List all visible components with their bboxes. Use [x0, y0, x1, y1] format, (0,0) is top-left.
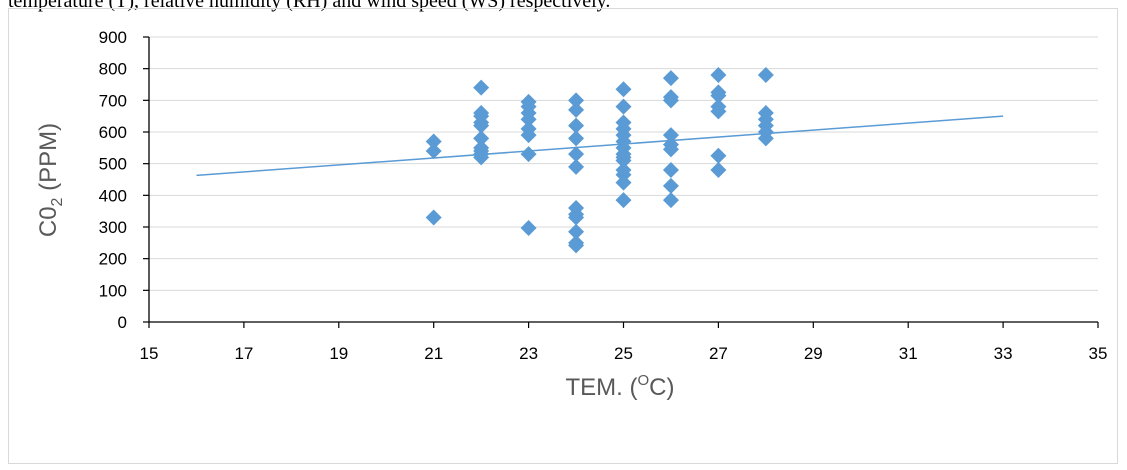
y-tick-label: 900	[99, 28, 127, 47]
x-axis-title-unit: C)	[649, 374, 674, 401]
data-point	[662, 192, 679, 209]
data-point	[757, 130, 774, 147]
data-point	[425, 209, 442, 226]
caption-text: temperature (T), relative humidity (RH) …	[8, 0, 611, 12]
data-point	[568, 209, 585, 226]
data-point	[520, 219, 537, 236]
data-point	[473, 79, 490, 96]
data-point	[710, 147, 727, 164]
x-tick-label: 27	[709, 344, 728, 363]
y-tick-label: 100	[99, 281, 127, 300]
data-point	[615, 98, 632, 115]
data-point	[662, 127, 679, 144]
y-tick-label: 500	[99, 155, 127, 174]
y-axis-title-unit: (PPM)	[35, 123, 62, 198]
y-tick-label: 600	[99, 123, 127, 142]
y-axis-title-subscript: 2	[49, 197, 66, 206]
data-point	[473, 130, 490, 147]
y-tick-label: 400	[99, 186, 127, 205]
x-tick-label: 25	[614, 344, 633, 363]
x-tick-label: 15	[140, 344, 159, 363]
data-point	[520, 127, 537, 144]
data-point	[568, 237, 585, 254]
data-point	[520, 111, 537, 128]
data-point	[710, 87, 727, 104]
data-point	[662, 70, 679, 87]
data-point	[568, 158, 585, 175]
x-tick-label: 33	[994, 344, 1013, 363]
y-axis-title: C02 (PPM)	[35, 123, 66, 237]
data-point	[425, 143, 442, 159]
data-point	[662, 162, 679, 178]
data-point	[615, 192, 632, 209]
chart-area	[8, 8, 1118, 464]
x-axis-title-main: TEM. (	[566, 374, 638, 401]
data-point	[710, 103, 727, 120]
data-point	[568, 101, 585, 118]
y-tick-label: 0	[118, 313, 127, 332]
data-point	[615, 152, 632, 169]
data-point	[568, 146, 585, 163]
data-point	[662, 177, 679, 194]
data-point	[615, 174, 632, 191]
trendline	[196, 115, 1004, 177]
data-points	[425, 67, 774, 254]
y-tick-label: 700	[99, 91, 127, 110]
trendline-layer	[196, 115, 1004, 177]
y-tick-label: 200	[99, 250, 127, 269]
x-tick-label: 19	[329, 344, 348, 363]
data-point	[757, 67, 774, 83]
data-point	[520, 146, 537, 163]
x-axis-title-superscript: O	[638, 372, 650, 389]
y-axis-title-main: C0	[35, 206, 62, 237]
x-tick-label: 31	[899, 344, 918, 363]
y-tick-label: 800	[99, 60, 127, 79]
data-point	[710, 67, 727, 83]
x-axis-title: TEM. (OC)	[566, 372, 675, 401]
x-tick-label: 29	[804, 344, 823, 363]
y-tick-label: 300	[99, 218, 127, 237]
data-point	[568, 130, 585, 147]
data-point	[568, 223, 585, 240]
data-point	[473, 117, 490, 134]
data-point	[568, 117, 585, 134]
data-point	[710, 162, 727, 178]
tick-labels: 0 100 200 300 400 500 600 700 800 900 15 17 19 21 23 25…	[99, 28, 1108, 363]
data-point	[568, 92, 585, 109]
data-point	[425, 133, 442, 150]
data-point	[615, 81, 632, 98]
data-point	[473, 149, 490, 166]
data-point	[662, 92, 679, 109]
x-tick-label: 21	[424, 344, 443, 363]
x-tick-label: 17	[234, 344, 253, 363]
x-tick-label: 35	[1089, 344, 1108, 363]
data-point	[662, 141, 679, 158]
x-tick-label: 23	[519, 344, 538, 363]
axes	[143, 36, 1099, 328]
